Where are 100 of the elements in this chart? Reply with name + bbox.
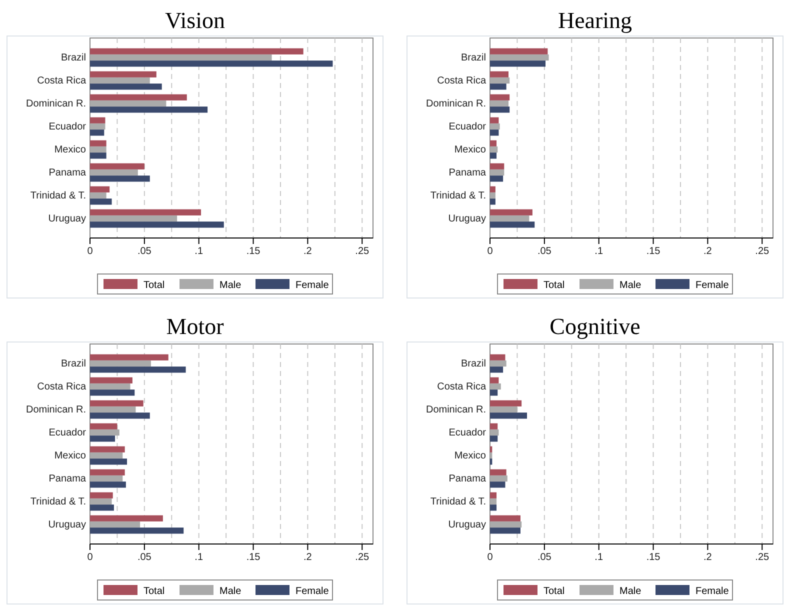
bar [90, 458, 128, 465]
bar [490, 515, 520, 522]
x-tick-label: .05 [537, 552, 552, 564]
y-tick-label: Brazil [460, 52, 486, 64]
x-tick-label: .05 [137, 552, 152, 564]
x-tick-label: .2 [704, 552, 712, 564]
legend-label: Male [620, 586, 642, 597]
bar [90, 123, 106, 130]
bar [90, 475, 123, 482]
bar [490, 492, 497, 498]
bar [90, 436, 116, 442]
y-tick-label: Uruguay [48, 214, 86, 225]
x-tick-label: .05 [537, 246, 552, 258]
bar [90, 186, 110, 192]
y-tick-label: Uruguay [448, 214, 486, 225]
y-tick-label: Costa Rica [437, 382, 486, 393]
bar [90, 192, 106, 199]
bar [490, 222, 535, 228]
bar [490, 146, 498, 153]
x-tick-label: .25 [355, 552, 370, 564]
bar [90, 429, 120, 436]
x-tick-label: .05 [137, 246, 152, 258]
bar [90, 117, 106, 124]
bar [490, 412, 528, 419]
bar [490, 504, 497, 511]
y-tick-label: Mexico [454, 450, 486, 462]
x-tick-label: 0 [87, 552, 94, 564]
bar [90, 198, 112, 205]
y-tick-label: Mexico [54, 144, 86, 156]
bar [90, 360, 151, 367]
legend-label: Female [696, 280, 730, 291]
y-tick-label: Brazil [60, 358, 86, 370]
y-tick-label: Ecuador [448, 122, 487, 133]
x-tick-label: .25 [755, 246, 770, 258]
x-tick-label: 0 [487, 246, 494, 258]
bar [490, 130, 499, 136]
bar [90, 406, 136, 413]
bar [490, 498, 497, 505]
x-tick-label: .15 [646, 552, 661, 564]
bar [490, 354, 506, 360]
y-tick-label: Uruguay [48, 520, 86, 531]
bar [90, 498, 112, 505]
bar [90, 452, 123, 459]
y-tick-label: Brazil [60, 52, 86, 64]
bar [90, 152, 106, 159]
y-tick-label: Panama [48, 168, 86, 179]
bar [490, 140, 497, 146]
bar [490, 436, 498, 442]
bar [490, 123, 500, 130]
bar [490, 84, 506, 90]
y-tick-label: Dominican R. [26, 404, 86, 416]
x-tick-label: 0 [87, 246, 94, 258]
bar [490, 528, 520, 534]
x-tick-label: .25 [355, 246, 370, 258]
bar [90, 84, 162, 90]
bar [90, 48, 304, 54]
bar [490, 429, 499, 436]
y-tick-label: Panama [448, 168, 486, 179]
legend-label: Female [696, 586, 730, 597]
bar [490, 169, 504, 176]
bar [90, 169, 138, 176]
y-tick-label: Mexico [54, 450, 86, 462]
bar [90, 60, 333, 67]
bar [490, 106, 510, 113]
bar [90, 215, 178, 222]
bar [490, 469, 506, 476]
bar [490, 60, 546, 67]
bar [490, 521, 522, 528]
bar [90, 412, 150, 419]
y-tick-label: Costa Rica [37, 76, 86, 87]
x-tick-label: .1 [594, 552, 604, 564]
bar [490, 366, 504, 373]
bar [90, 130, 104, 136]
bar [490, 423, 498, 430]
bar [490, 400, 522, 406]
bar [90, 446, 125, 452]
chart-title: Hearing [558, 8, 633, 33]
y-tick-label: Trinidad & T. [430, 190, 486, 202]
bar [90, 146, 106, 153]
bar [90, 366, 186, 373]
bar [490, 186, 496, 192]
bar [90, 54, 272, 61]
y-tick-label: Panama [448, 474, 486, 485]
x-tick-label: .2 [304, 552, 312, 564]
chart-title: Cognitive [550, 314, 640, 339]
bar [490, 77, 510, 84]
y-tick-label: Costa Rica [37, 382, 86, 393]
bar [90, 209, 202, 216]
legend-label: Male [220, 280, 242, 291]
x-tick-label: .15 [246, 552, 261, 564]
y-tick-label: Dominican R. [426, 404, 486, 416]
y-tick-label: Ecuador [448, 428, 487, 439]
x-tick-label: 0 [487, 552, 494, 564]
bar [90, 176, 150, 182]
y-tick-label: Mexico [454, 144, 486, 156]
bar [90, 163, 144, 170]
bar [90, 77, 150, 84]
y-tick-label: Trinidad & T. [430, 496, 486, 508]
y-tick-label: Ecuador [48, 122, 87, 133]
bar [490, 100, 509, 107]
